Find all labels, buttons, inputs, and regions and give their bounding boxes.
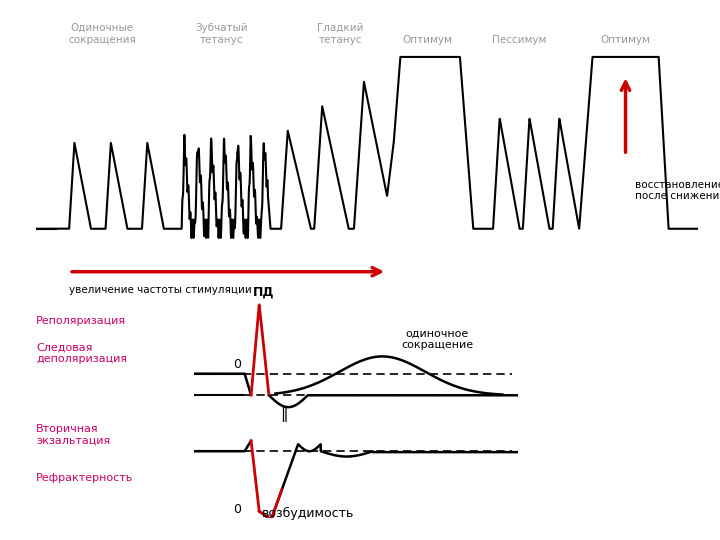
Text: Пессимум: Пессимум <box>492 35 546 45</box>
Text: Следовая
деполяризация: Следовая деполяризация <box>36 343 127 364</box>
Text: одиночное
сокращение: одиночное сокращение <box>401 328 474 350</box>
Text: Рефрактерность: Рефрактерность <box>36 473 133 483</box>
Text: увеличение частоты стимуляции: увеличение частоты стимуляции <box>69 285 252 295</box>
Text: 0: 0 <box>233 503 241 516</box>
Text: восстановление оптимума
после снижения частоты: восстановление оптимума после снижения ч… <box>636 180 720 201</box>
Text: Зубчатый
тетанус: Зубчатый тетанус <box>195 23 248 45</box>
Text: Вторичная
экзальтация: Вторичная экзальтация <box>36 424 110 446</box>
Text: ПД: ПД <box>253 286 275 299</box>
Text: 0: 0 <box>233 358 241 372</box>
Text: возбудимость: возбудимость <box>261 507 354 519</box>
Text: ‖: ‖ <box>281 407 288 422</box>
Text: Одиночные
сокращения: Одиночные сокращения <box>68 23 136 45</box>
Text: Оптимум: Оптимум <box>600 35 650 45</box>
Text: Оптимум: Оптимум <box>402 35 451 45</box>
Text: Гладкий
тетанус: Гладкий тетанус <box>318 23 364 45</box>
Text: Реполяризация: Реполяризация <box>36 316 126 326</box>
